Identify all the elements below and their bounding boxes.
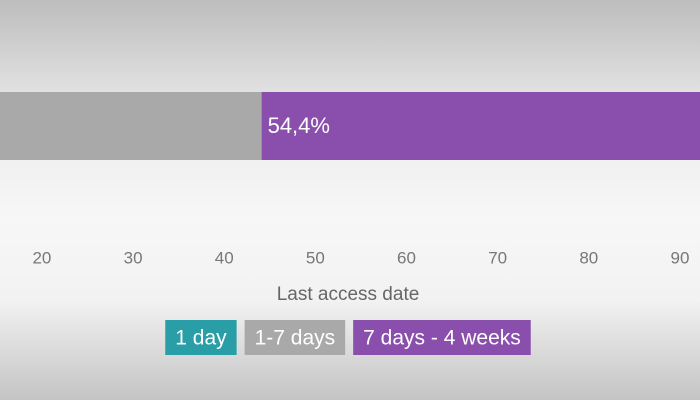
x-tick-label: 30	[124, 248, 143, 267]
x-tick-label: 80	[579, 248, 598, 267]
x-tick-label: 20	[32, 248, 51, 267]
bar-segment	[0, 92, 262, 160]
legend-label: 1-7 days	[255, 327, 336, 350]
x-axis-label: Last access date	[277, 284, 420, 305]
x-tick-label: 50	[306, 248, 325, 267]
legend-item	[165, 320, 237, 355]
x-tick-label: 90	[670, 248, 689, 267]
legend-item	[353, 320, 531, 355]
bar-segment	[261, 92, 700, 160]
x-tick-label: 70	[488, 248, 507, 267]
legend-label: 7 days - 4 weeks	[363, 327, 521, 350]
legend-label: 1 day	[175, 327, 227, 350]
x-tick-label: 40	[215, 248, 234, 267]
data-label: 54,4%	[268, 113, 330, 138]
x-tick-label: 60	[397, 248, 416, 267]
legend-item	[244, 320, 346, 355]
